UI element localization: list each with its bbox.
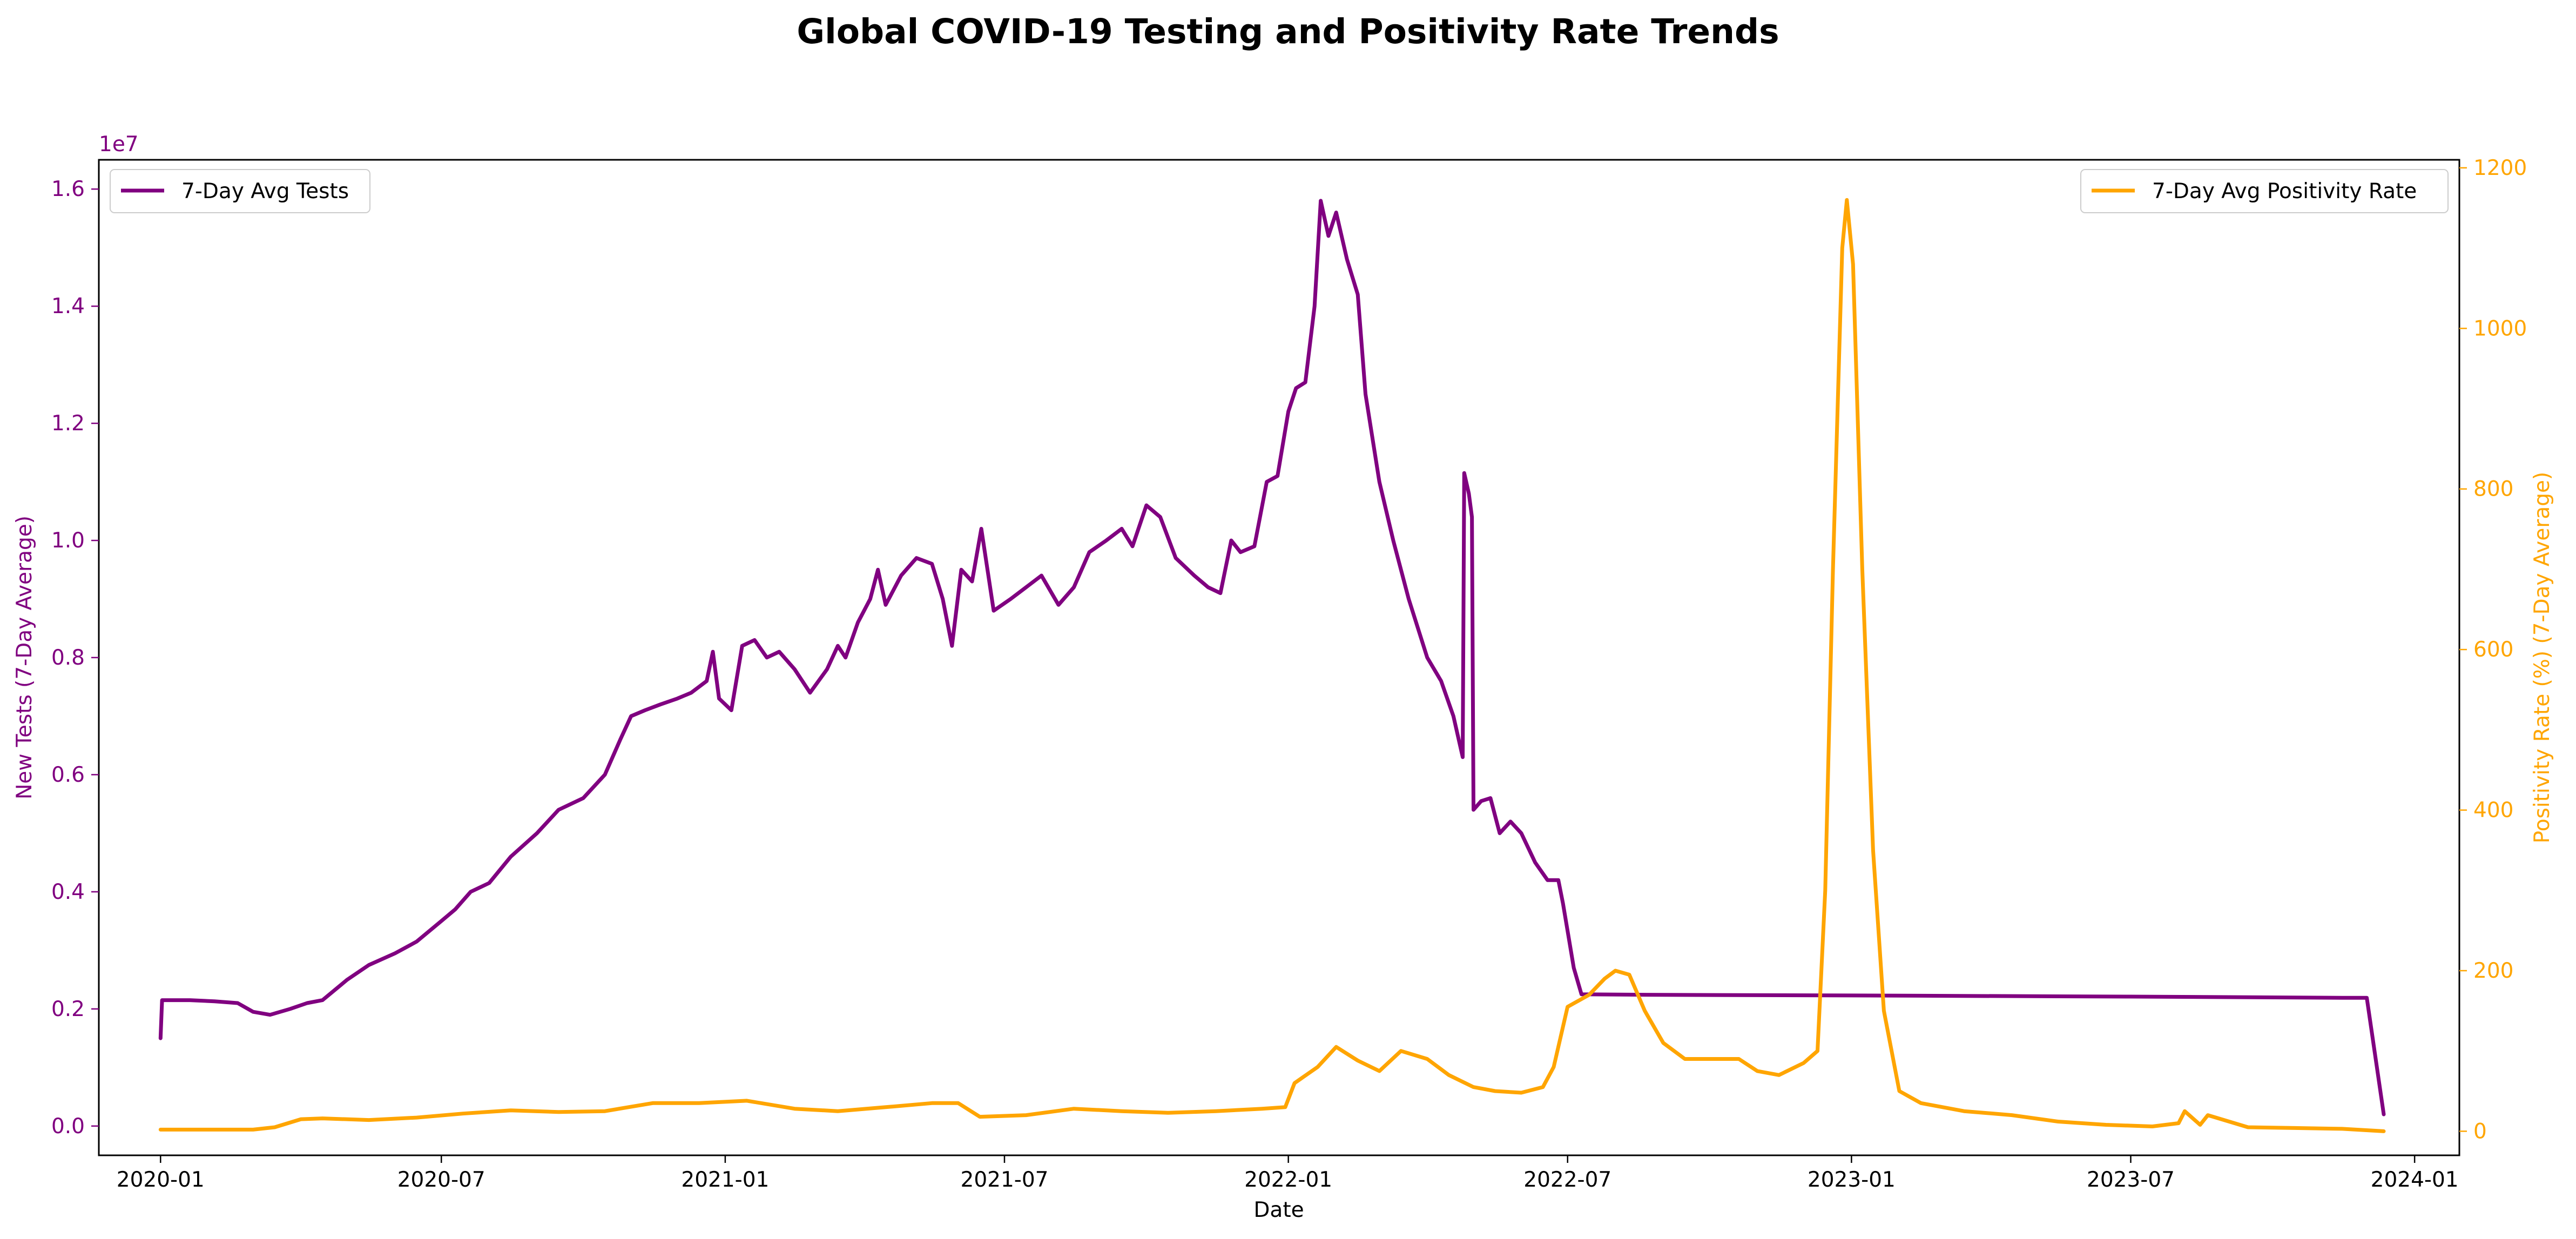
legend-tests-label: 7-Day Avg Tests <box>181 179 349 204</box>
legend-positivity: 7-Day Avg Positivity Rate <box>2080 169 2449 213</box>
left-y-tick-label: 0.8 <box>51 646 85 670</box>
x-tick-label: 2022-01 <box>1244 1168 1332 1192</box>
series-line-positivity <box>158 198 2386 1133</box>
x-axis-label: Date <box>1253 1198 1304 1222</box>
left-y-axis-label: New Tests (7-Day Average) <box>12 516 37 800</box>
legend-tests: 7-Day Avg Tests <box>110 169 370 213</box>
x-tick-label: 2021-01 <box>681 1168 769 1192</box>
left-y-tick-label: 1.2 <box>51 411 85 436</box>
right-y-tick-label: 1000 <box>2473 316 2527 341</box>
x-tick-label: 2021-07 <box>961 1168 1049 1192</box>
axes: 2020-01 2020-07 2021-01 2021-07 2022-01 2022-… <box>51 156 2527 1192</box>
left-axis-scale-note: 1e7 <box>99 132 139 157</box>
left-y-tick-label: 1.4 <box>51 294 85 319</box>
x-tick-label: 2024-01 <box>2371 1168 2459 1192</box>
right-y-tick-label: 600 <box>2473 638 2513 662</box>
legend-positivity-box <box>2080 169 2449 213</box>
x-tick-label: 2020-07 <box>397 1168 485 1192</box>
right-y-tick-label: 1200 <box>2473 156 2527 180</box>
plot-area <box>158 198 2386 1133</box>
right-y-axis-label: Positivity Rate (%) (7-Day Average) <box>2530 472 2554 844</box>
x-tick-label: 2023-01 <box>1808 1168 1896 1192</box>
right-y-tick-label: 200 <box>2473 959 2513 983</box>
left-y-tick-label: 0.6 <box>51 763 85 787</box>
x-tick-label: 2022-07 <box>1523 1168 1611 1192</box>
right-y-tick-label: 0 <box>2473 1119 2487 1143</box>
left-y-tick-label: 1.0 <box>51 529 85 553</box>
chart-title: Global COVID-19 Testing and Positivity R… <box>797 12 1779 51</box>
left-y-tick-label: 1.6 <box>51 177 85 201</box>
right-y-tick-label: 800 <box>2473 477 2513 502</box>
right-y-tick-label: 400 <box>2473 798 2513 823</box>
left-y-tick-label: 0.4 <box>51 880 85 904</box>
left-y-tick-label: 0.0 <box>51 1114 85 1139</box>
x-tick-label: 2023-07 <box>2087 1168 2175 1192</box>
legend-tests-box <box>110 169 370 213</box>
legend-positivity-label: 7-Day Avg Positivity Rate <box>2152 179 2417 204</box>
x-tick-label: 2020-01 <box>117 1168 205 1192</box>
series-line-tests <box>158 199 2386 1116</box>
left-y-tick-label: 0.2 <box>51 997 85 1021</box>
